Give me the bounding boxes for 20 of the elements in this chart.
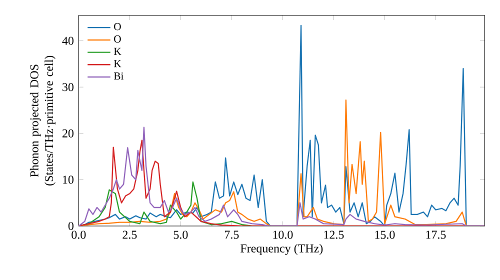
x-tick-label: 5.0 <box>174 230 188 239</box>
legend-label: O <box>114 23 121 30</box>
legend-label: O <box>114 35 121 43</box>
x-tick-label: 17.5 <box>426 230 446 239</box>
x-tick-label: 2.5 <box>122 230 137 239</box>
y-tick-label: 30 <box>62 83 74 92</box>
legend-label: K <box>114 48 122 55</box>
x-tick-label: 7.5 <box>224 230 239 239</box>
legend-label: Bi <box>114 72 124 80</box>
x-tick-label: 0.0 <box>72 230 86 239</box>
y-tick-label: 0 <box>68 222 74 230</box>
x-tick-label: 15.0 <box>375 230 395 239</box>
x-tick-label: 12.5 <box>324 230 344 239</box>
y-axis-title: Phonon projected DOS (States/THz·primitive cell) <box>30 56 56 186</box>
y-tick-label: 10 <box>63 176 74 184</box>
x-axis-title: Frequency (THz) <box>240 244 323 255</box>
y-tick-label: 40 <box>62 36 74 45</box>
y-tick-label: 20 <box>62 129 74 138</box>
x-tick-label: 10.0 <box>273 230 293 239</box>
legend-label: K <box>114 60 122 68</box>
